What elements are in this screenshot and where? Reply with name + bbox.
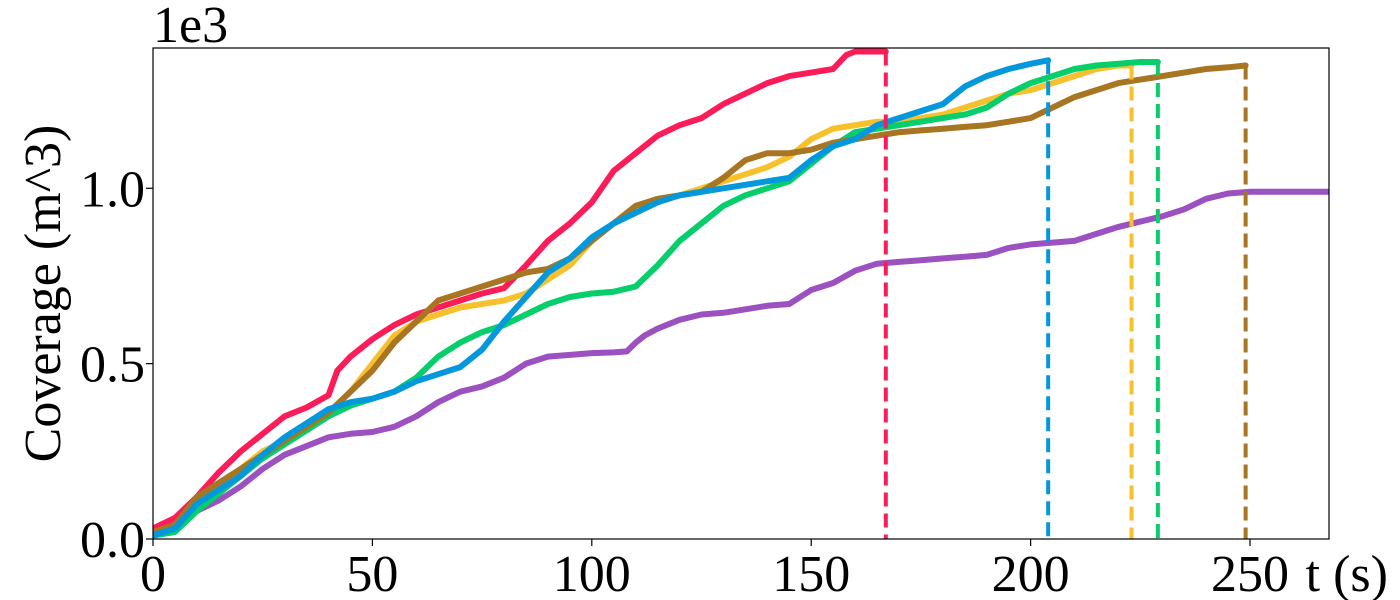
y-axis-title: Coverage (m^3): [15, 125, 72, 463]
x-tick-label: 100: [553, 546, 631, 600]
y-axis-offset-label: 1e3: [153, 0, 228, 54]
x-tick-label: 50: [346, 546, 398, 600]
series-layer: [153, 48, 1329, 539]
y-tick-label: 0.5: [80, 337, 145, 394]
series-line-6: [153, 57, 1052, 539]
x-tick-label: 150: [772, 546, 850, 600]
y-axis-ticks: 0.0 0.5 1.0: [80, 161, 153, 569]
x-axis-title: t (s): [1306, 546, 1388, 600]
end-time-markers: [883, 51, 1248, 539]
x-tick-label: 200: [992, 546, 1070, 600]
series-line-4: [153, 59, 1161, 539]
series-line-3: [153, 62, 1135, 537]
x-axis-ticks: 0 50 100 150 200 250: [140, 539, 1289, 600]
x-tick-label: 0: [140, 546, 166, 600]
series-line-5: [153, 62, 1249, 535]
y-tick-label: 0.0: [80, 512, 145, 569]
y-tick-label: 1.0: [80, 161, 145, 218]
x-tick-label: 250: [1211, 546, 1289, 600]
series-line-1: [153, 188, 1329, 535]
series-line-2: [153, 48, 889, 532]
plot-area-frame: [152, 47, 1330, 540]
